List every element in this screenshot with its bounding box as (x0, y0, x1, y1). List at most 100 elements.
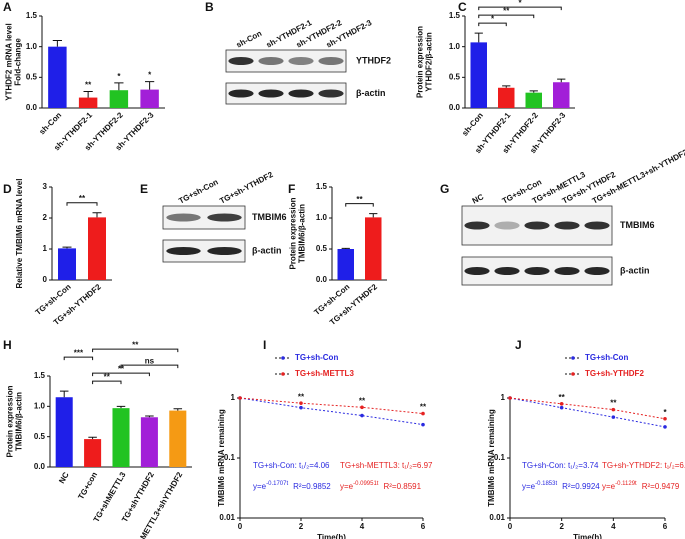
equation-base: y=e (253, 482, 267, 491)
panel-letter: H (3, 338, 12, 352)
panel-letter: G (440, 182, 449, 196)
blot-band (288, 89, 314, 98)
significance-label: ns (145, 356, 155, 365)
bar (169, 410, 187, 467)
bar (109, 90, 129, 108)
y-axis-label: Protein expression (6, 385, 15, 457)
row-label: TMBIM6 (252, 212, 287, 222)
series-line (239, 397, 424, 415)
data-point (559, 402, 564, 406)
panel-letter: J (515, 338, 522, 352)
lane-label: TG+sh-YTHDF2 (218, 170, 275, 206)
y-axis-label: TMBIM6 mRNA remaining (487, 409, 496, 507)
y-tick-label: 1.5 (449, 11, 461, 20)
blot-band (464, 267, 490, 275)
significance-label: * (148, 71, 152, 80)
error-bar (474, 32, 483, 43)
error-bar (88, 436, 97, 440)
error-bar (557, 78, 566, 83)
error-bar (114, 82, 124, 91)
error-bar (62, 246, 72, 249)
x-tick-label: 6 (421, 522, 426, 531)
blot-band (166, 247, 201, 255)
equation-exponent: -0.09951t (353, 481, 379, 487)
error-bar (92, 212, 102, 218)
bar (140, 417, 158, 467)
y-tick-label: 1.0 (26, 42, 38, 51)
row-label: TMBIM6 (620, 220, 655, 230)
blot-band (258, 57, 284, 65)
panel-letter: F (288, 182, 295, 196)
equation-r2: R²=0.9924 (562, 482, 600, 491)
y-tick-label: 0.1 (494, 453, 506, 462)
panel-letter: E (140, 182, 148, 196)
x-tick-label: 4 (611, 522, 616, 531)
y-tick-label: 1 (43, 244, 48, 253)
bar (112, 408, 130, 467)
significance-label: * (663, 408, 667, 417)
y-axis-label: Protein expression (416, 26, 425, 98)
panel-letter: A (3, 0, 12, 14)
equation: y=e-0.1707t R²=0.9852 (253, 481, 331, 492)
half-life-label: TG+sh-YTHDF2: t₁/₂=6.16 (602, 461, 685, 470)
y-tick-label: 1.5 (26, 11, 38, 20)
legend-marker (571, 356, 575, 360)
error-bar (173, 408, 183, 411)
y-axis-label: TMBIM6/β-actin (298, 204, 307, 263)
significance-label: * (117, 72, 121, 81)
significance-label: ** (503, 6, 510, 15)
blot-band (554, 221, 580, 230)
bar (58, 248, 76, 280)
significance-label: *** (74, 348, 84, 357)
significance-bracket (92, 372, 150, 377)
significance-bracket (92, 348, 179, 353)
bar (88, 217, 106, 280)
blot-frame (162, 205, 246, 230)
y-tick-label: 0.01 (489, 513, 505, 522)
bar (55, 397, 73, 467)
error-bar (369, 213, 378, 218)
panel-letter: I (263, 338, 266, 352)
y-axis-label: TMBIM6/β-actin (15, 392, 24, 451)
blot-band (288, 57, 314, 65)
y-tick-label: 0.5 (316, 244, 328, 253)
lane-label: sh-Con (235, 29, 264, 50)
equation-r2: R²=0.8591 (383, 482, 421, 491)
y-tick-label: 3 (43, 182, 48, 191)
significance-label: ** (420, 403, 427, 412)
error-bar (59, 390, 69, 398)
x-tick-label: sh-Con (460, 111, 485, 138)
blot-band (494, 267, 520, 275)
significance-bracket (478, 22, 507, 27)
half-life-label: TG+sh-Con: t₁/₂=4.06 (253, 461, 330, 470)
significance-label: ** (118, 364, 125, 373)
y-tick-label: 1.5 (316, 182, 328, 191)
significance-label: ** (104, 372, 111, 381)
blot-band (318, 57, 344, 65)
data-point (508, 396, 512, 400)
x-tick-label: 2 (559, 522, 564, 531)
error-bar (145, 415, 154, 418)
bar (78, 97, 98, 108)
equation-exponent: -0.1707t (266, 481, 288, 487)
y-axis-label: Fold-change (14, 38, 23, 86)
legend-marker (571, 372, 575, 376)
x-axis-label: Time(h) (573, 533, 602, 539)
significance-label: ** (356, 195, 363, 204)
data-point (421, 422, 425, 427)
x-axis-label: Time(h) (317, 533, 346, 539)
panel-letter: C (458, 0, 467, 14)
series-line (509, 397, 666, 428)
legend-label: TG+sh-Con (585, 353, 628, 362)
panel-letter: B (205, 0, 214, 14)
significance-label: * (491, 14, 495, 23)
row-label: β-actin (620, 265, 650, 275)
blot-band (228, 89, 254, 98)
y-tick-label: 0.0 (26, 103, 38, 112)
bar (140, 89, 159, 108)
panel-letter: D (3, 182, 12, 196)
significance-bracket (120, 364, 179, 369)
error-bar (145, 81, 155, 90)
y-tick-label: 1.0 (316, 213, 328, 222)
bar (498, 87, 515, 108)
